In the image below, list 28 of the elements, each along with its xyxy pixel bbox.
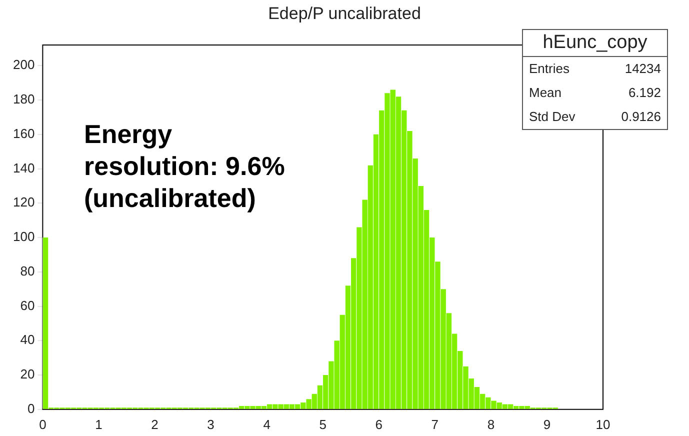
y-tick-label: 60 <box>20 298 35 313</box>
y-tick-label: 40 <box>20 332 35 348</box>
x-tick-label: 9 <box>543 416 551 432</box>
text: Std Dev 0.9126 <box>529 109 661 124</box>
y-tick-label: 120 <box>12 194 35 210</box>
y-tick-label: 100 <box>12 229 35 244</box>
x-tick-label: 7 <box>431 416 439 432</box>
x-tick-label: 10 <box>596 416 610 432</box>
annotation: Energy resolution: 9.6% (uncalibrated) <box>84 118 285 214</box>
text: Entries 14234 <box>529 61 661 76</box>
x-tick-label: 5 <box>319 416 326 432</box>
y-tick-label: 80 <box>20 263 35 278</box>
x-tick-label: 3 <box>207 416 214 432</box>
y-tick-label: 0 <box>27 400 35 416</box>
chart-title: Edep/P uncalibrated <box>267 4 422 24</box>
x-tick-label: 8 <box>487 416 495 432</box>
x-tick-label: 6 <box>375 416 382 432</box>
y-tick-label: 20 <box>20 366 35 382</box>
y-tick-label: 200 <box>12 57 35 72</box>
annotation: hEunc_copy <box>523 30 667 57</box>
x-tick-label: 1 <box>95 416 102 432</box>
x-tick-label: 2 <box>151 416 158 432</box>
x-tick-label: 4 <box>263 416 270 432</box>
y-tick-label: 160 <box>12 126 35 141</box>
y-tick-label: 180 <box>12 92 35 107</box>
text: Mean 6.192 <box>529 85 661 100</box>
y-tick-label: 140 <box>12 160 35 176</box>
x-tick-label: 0 <box>39 416 46 432</box>
